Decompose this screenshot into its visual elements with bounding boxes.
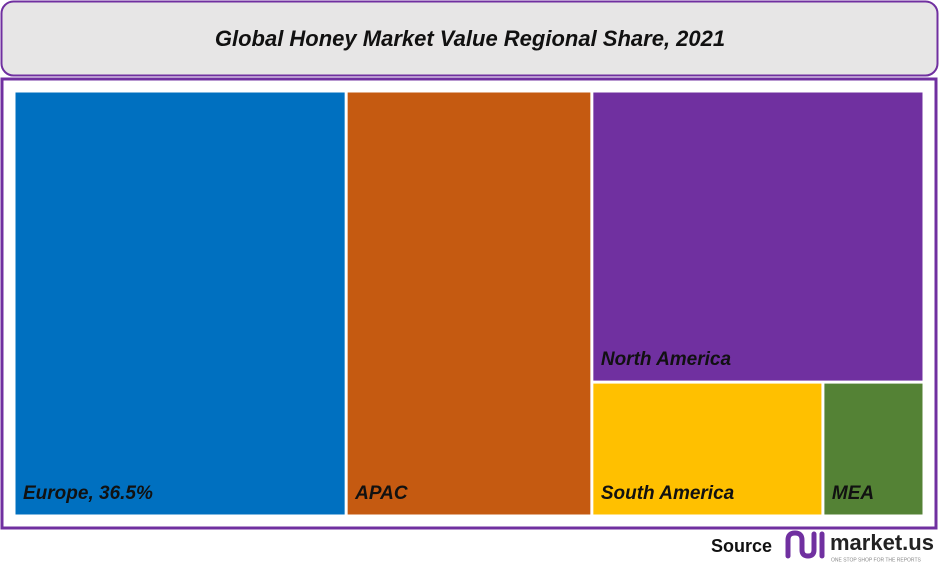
cell-label: APAC (354, 483, 408, 504)
treemap: Europe, 36.5% APAC North America South Amer… (15, 92, 923, 515)
cell (15, 92, 345, 515)
cell (824, 383, 923, 515)
title-box (0, 0, 939, 77)
logo-mark (785, 530, 817, 559)
cell-label: Europe, 36.5% (23, 483, 153, 504)
cell-label: North America (601, 349, 732, 370)
tagline: ONE STOP SHOP FOR THE REPORTS (831, 557, 922, 563)
cell-label: MEA (832, 483, 874, 504)
brand: market.us (830, 530, 934, 555)
source-label: Source (711, 536, 772, 556)
chart-title: Global Honey Market Value Regional Share… (215, 26, 725, 51)
cell (593, 383, 822, 515)
cell-label: South America (601, 483, 735, 504)
cell (347, 92, 591, 515)
logo: market.us ONE STOP SHOP FOR THE REPORTS (785, 530, 934, 563)
cell (593, 92, 923, 381)
